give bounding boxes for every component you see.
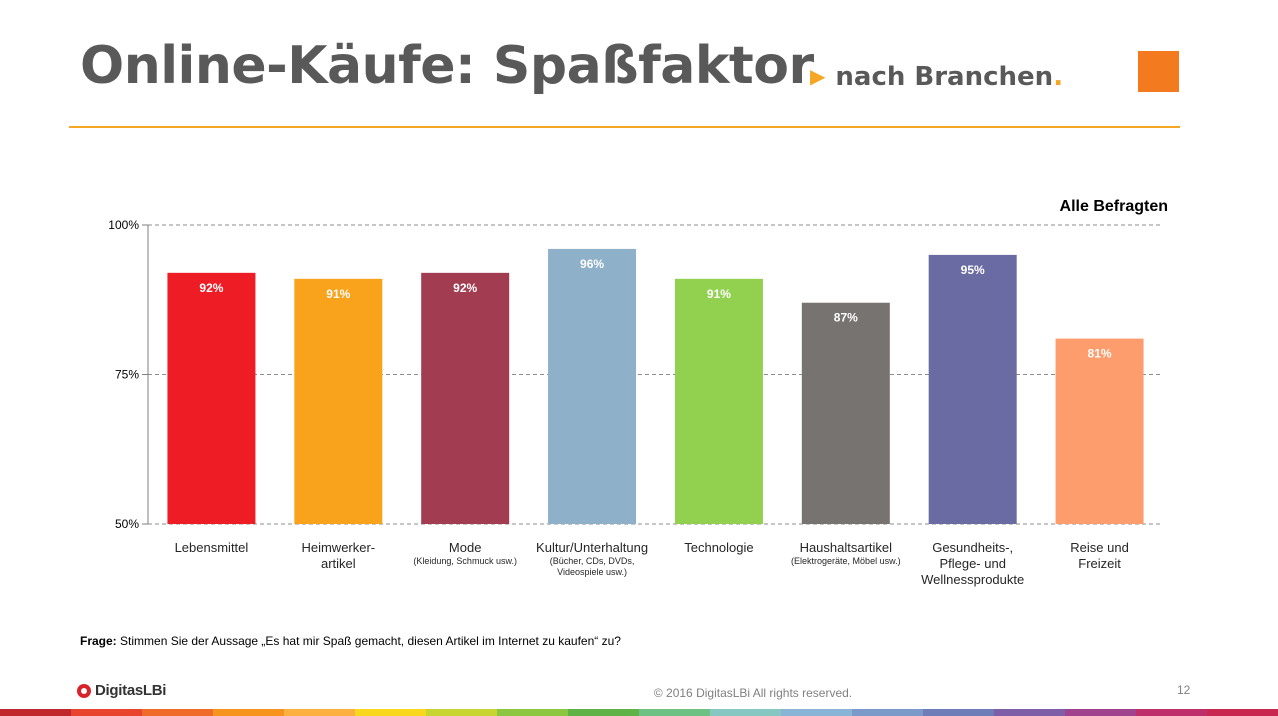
base-label: Alle Befragten [1059,198,1168,215]
copyright-notice: © 2016 DigitasLBi All rights reserved. [653,686,853,700]
accent-square [1138,51,1179,92]
color-strip-segment [568,709,639,716]
y-tick-label: 75% [115,368,139,382]
y-tick-label: 50% [115,517,139,531]
x-tick-label: Wellnessprodukte [921,572,1024,587]
color-strip-segment [1207,709,1278,716]
page-number: 12 [1177,683,1191,697]
triangle-arrow-icon: ▶ [810,64,826,88]
x-tick-sublabel: Videospiele usw.) [557,567,627,577]
data-label: 91% [707,287,731,301]
x-tick-label: Freizeit [1078,556,1121,571]
data-label: 92% [453,281,477,295]
color-strip-segment [497,709,568,716]
color-strip-segment [71,709,142,716]
color-strip-segment [0,709,71,716]
color-strip-segment [781,709,852,716]
data-label: 92% [199,281,223,295]
x-tick-label: Gesundheits-, [932,540,1013,555]
color-strip-segment [355,709,426,716]
data-label: 91% [326,287,350,301]
bar [421,272,510,524]
page-subtitle: ▶ nach Branchen. [810,62,1063,92]
subtitle-dot: . [1053,62,1064,92]
color-strip-segment [142,709,213,716]
logo-mark-icon [77,683,91,698]
x-tick-label: Lebensmittel [175,540,249,555]
bar [1055,338,1144,524]
footer-color-strip [0,709,1278,716]
question-prefix: Frage: [80,634,117,648]
x-tick-label: Pflege- und [939,556,1006,571]
bar [928,254,1017,524]
color-strip-segment [284,709,355,716]
bar [294,278,383,524]
question-text: Stimmen Sie der Aussage „Es hat mir Spaß… [116,634,621,648]
bar [548,248,637,525]
color-strip-segment [426,709,497,716]
x-tick-label: Kultur/Unterhaltung [536,540,648,555]
color-strip-segment [213,709,284,716]
bar-chart: 50% 75% 100% 92% Lebensmittel 91% Heimwerker-a… [108,218,1163,587]
color-strip-segment [1065,709,1136,716]
bar [674,278,763,524]
color-strip-segment [1136,709,1207,716]
subtitle-text: nach Branchen [835,62,1054,92]
data-label: 81% [1088,347,1112,361]
color-strip-segment [994,709,1065,716]
x-tick-label: Heimwerker- [301,540,375,555]
x-tick-label: artikel [321,556,356,571]
color-strip-segment [852,709,923,716]
y-tick-label: 100% [108,218,139,232]
survey-question: Frage: Stimmen Sie der Aussage „Es hat m… [80,634,621,648]
x-tick-label: Haushaltsartikel [800,540,893,555]
x-tick-label: Mode [449,540,482,555]
data-label: 87% [834,311,858,325]
x-tick-sublabel: (Kleidung, Schmuck usw.) [413,556,517,566]
x-tick-label: Technologie [684,540,753,555]
x-tick-sublabel: (Elektrogeräte, Möbel usw.) [791,556,901,566]
x-tick-sublabel: (Bücher, CDs, DVDs, [550,556,635,566]
logo-text: DigitasLBi [95,682,167,699]
data-label: 95% [961,263,985,277]
color-strip-segment [639,709,710,716]
x-tick-label: Reise und [1070,540,1129,555]
color-strip-segment [923,709,994,716]
company-logo: DigitasLBi [77,682,166,699]
bar [167,272,256,524]
data-label: 96% [580,257,604,271]
bar [801,302,890,524]
header-divider [69,126,1180,128]
page-title: Online-Käufe: Spaßfaktor [80,36,814,96]
color-strip-segment [710,709,781,716]
